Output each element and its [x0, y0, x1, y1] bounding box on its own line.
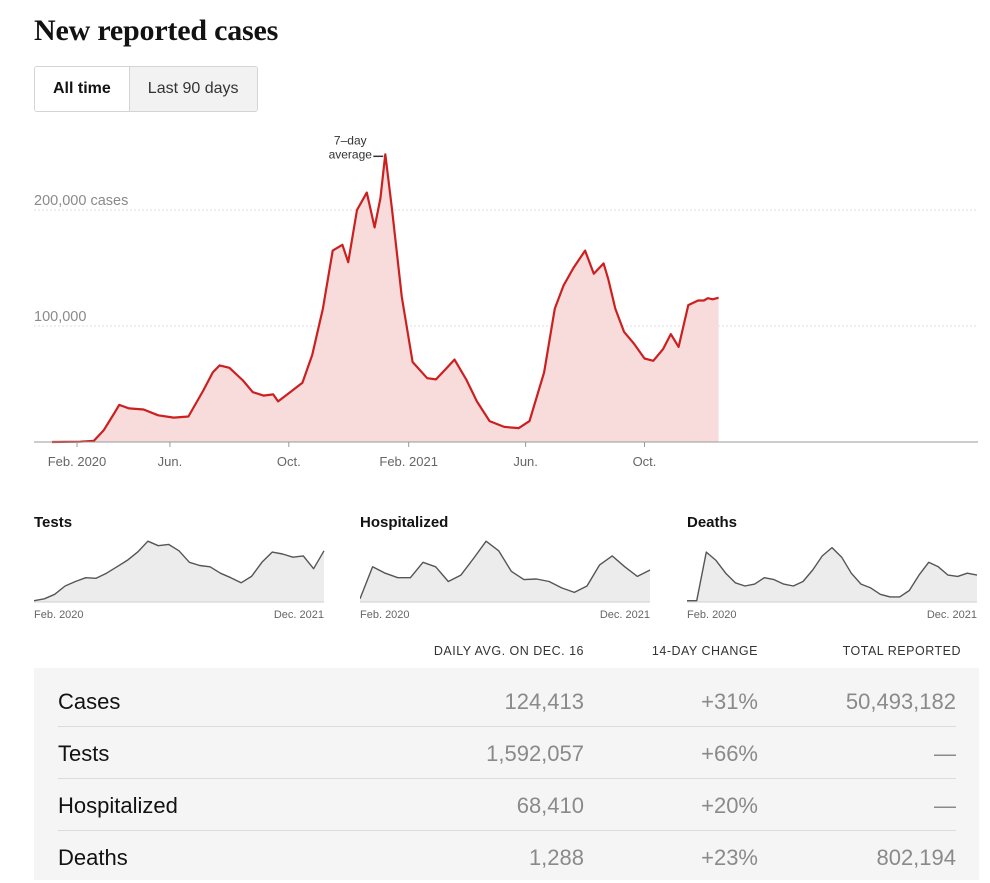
summary-table: Cases 124,413 +31% 50,493,182 Tests 1,59…	[34, 668, 979, 880]
row-label: Tests	[58, 741, 110, 766]
x-tick-label: Feb. 2021	[379, 454, 438, 469]
cases-area	[52, 154, 719, 443]
row-total-reported: 802,194	[876, 845, 956, 870]
annotation-label: 7–day	[334, 133, 367, 147]
table-row-cases: Cases 124,413 +31% 50,493,182	[58, 674, 956, 727]
y-tick-label: 100,000	[34, 309, 86, 325]
table-row-tests: Tests 1,592,057 +66% —	[58, 726, 956, 779]
annotation-label: average	[329, 147, 373, 161]
sparkline-line	[360, 540, 651, 600]
row-daily-avg: 124,413	[504, 689, 584, 714]
y-tick-label: 200,000 cases	[34, 193, 128, 209]
cases-chart: 200,000 cases 100,000 Feb. 2020 Jun. Oct. Feb…	[34, 133, 978, 469]
table-row-deaths: Deaths 1,288 +23% 802,194	[58, 830, 956, 882]
row-daily-avg: 1,288	[528, 845, 584, 870]
mini-chart-hospitalized: Hospitalized Feb. 2020 Dec. 2021	[360, 510, 655, 625]
row-daily-avg: 1,592,057	[486, 741, 584, 766]
sparkline-area	[687, 547, 977, 602]
sparkline-start-label: Feb. 2020	[34, 609, 84, 621]
mini-chart-deaths: Deaths Feb. 2020 Dec. 2021	[687, 510, 982, 625]
row-label: Cases	[58, 689, 121, 714]
sparkline-line	[34, 540, 325, 602]
sparkline-end-label: Dec. 2021	[274, 609, 324, 621]
mini-chart-title: Hospitalized	[360, 514, 449, 531]
mini-chart-tests: Tests Feb. 2020 Dec. 2021	[34, 510, 329, 625]
x-tick-label: Jun.	[513, 454, 538, 469]
row-label: Deaths	[58, 845, 128, 870]
row-total-reported: 50,493,182	[845, 689, 956, 714]
sparkline-line	[687, 546, 978, 602]
all-time-button[interactable]: All time	[35, 67, 129, 111]
cases-line	[51, 153, 719, 444]
sparkline-end-label: Dec. 2021	[927, 609, 977, 621]
row-14-day-change: +66%	[701, 741, 758, 766]
x-tick-label: Jun.	[158, 454, 183, 469]
header-14-day-change: 14-DAY CHANGE	[651, 644, 758, 658]
table-row-hospitalized: Hospitalized 68,410 +20% —	[58, 778, 956, 831]
page-title: New reported cases	[34, 14, 279, 47]
row-14-day-change: +31%	[701, 689, 758, 714]
x-tick-label: Oct.	[277, 454, 301, 469]
header-total-reported: TOTAL REPORTED	[842, 644, 961, 658]
row-label: Hospitalized	[58, 793, 178, 818]
sparkline-area	[34, 541, 324, 602]
sparkline-end-label: Dec. 2021	[600, 609, 650, 621]
x-tick-label: Oct.	[633, 454, 657, 469]
range-toggle: All time Last 90 days	[34, 66, 258, 112]
row-14-day-change: +20%	[701, 793, 758, 818]
x-tick-label: Feb. 2020	[48, 454, 107, 469]
mini-chart-title: Deaths	[687, 514, 738, 531]
row-total-reported: —	[934, 741, 956, 766]
header-daily-avg: DAILY AVG. ON DEC. 16	[433, 644, 584, 658]
sparkline-start-label: Feb. 2020	[687, 609, 737, 621]
mini-chart-title: Tests	[34, 514, 73, 531]
row-daily-avg: 68,410	[516, 793, 584, 818]
sparkline-start-label: Feb. 2020	[360, 609, 410, 621]
row-14-day-change: +23%	[701, 845, 758, 870]
row-total-reported: —	[934, 793, 956, 818]
last-90-days-button[interactable]: Last 90 days	[128, 67, 257, 111]
sparkline-area	[360, 541, 650, 602]
